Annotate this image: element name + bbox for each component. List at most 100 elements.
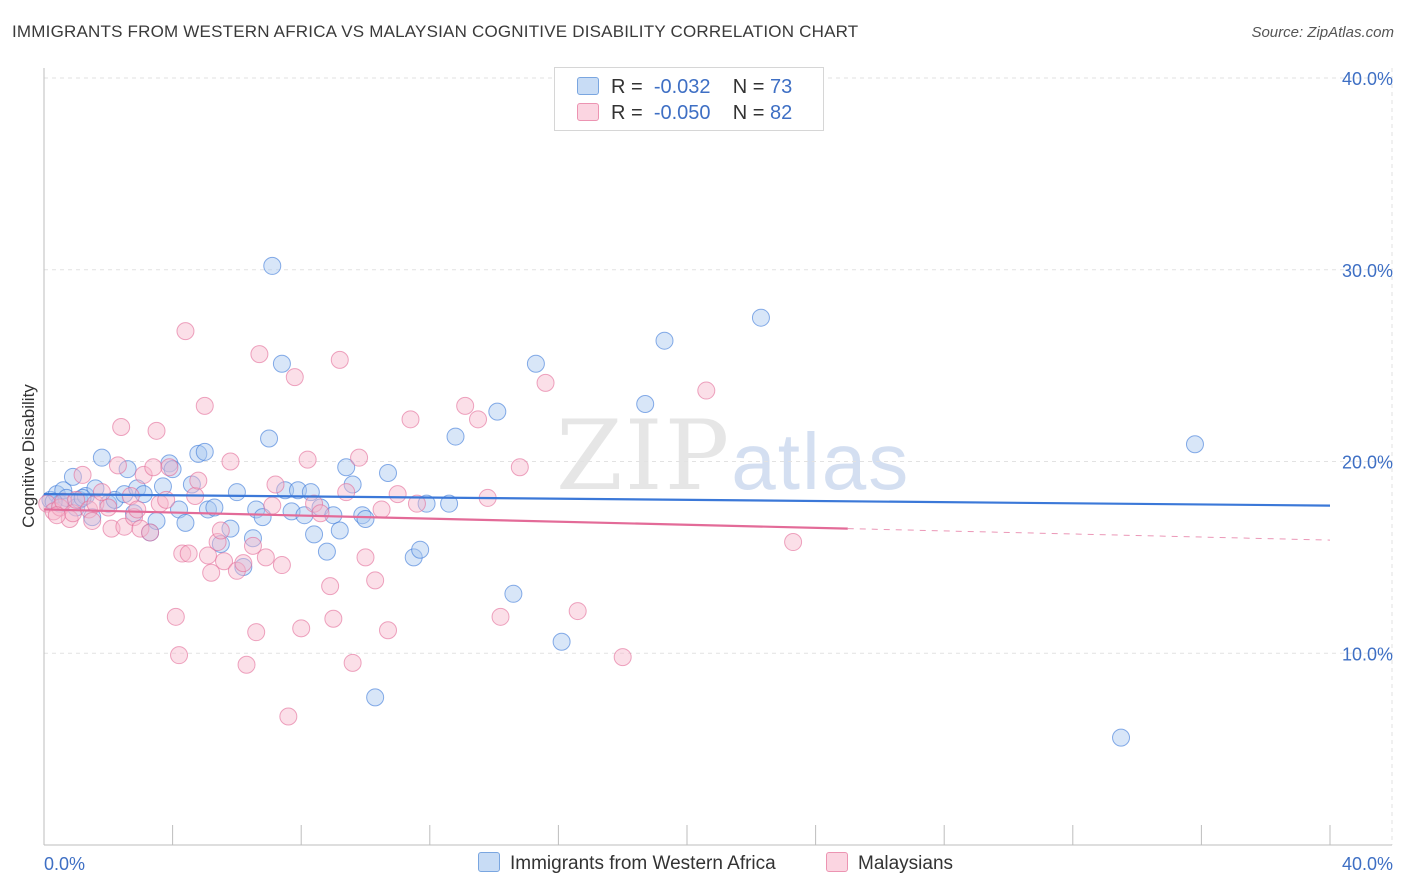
data-point: [157, 490, 176, 509]
data-point: [73, 465, 92, 484]
bottom-legend-swatch-pink: [826, 852, 848, 872]
data-point: [170, 646, 189, 665]
data-point: [366, 571, 385, 590]
source-credit: Source: ZipAtlas.com: [1251, 24, 1394, 41]
grid: [44, 68, 1393, 845]
data-point: [67, 490, 86, 509]
bottom-legend-label: Immigrants from Western Africa: [510, 853, 776, 874]
data-point: [379, 621, 398, 640]
data-point: [250, 345, 269, 364]
data-point: [128, 500, 147, 519]
axes: [43, 68, 1392, 846]
data-point: [256, 548, 275, 567]
data-point: [276, 481, 295, 500]
data-point: [343, 653, 362, 672]
data-point: [446, 427, 465, 446]
data-point: [215, 552, 234, 571]
data-point: [456, 396, 475, 415]
data-point: [227, 483, 246, 502]
data-point: [166, 607, 185, 626]
bottom-legend-swatch-blue: [478, 852, 500, 872]
data-point: [366, 688, 385, 707]
series-malaysians: [38, 322, 803, 726]
y-tick-label: 40.0%: [1342, 69, 1393, 89]
data-point: [272, 354, 291, 373]
trend-lines: [43, 492, 1331, 541]
data-point: [92, 483, 111, 502]
data-point: [305, 525, 324, 544]
data-point: [198, 546, 217, 565]
data-point: [324, 609, 343, 628]
data-point: [697, 381, 716, 400]
y-tick-label: 20.0%: [1342, 453, 1393, 473]
data-point: [195, 396, 214, 415]
data-point: [83, 511, 102, 530]
data-point: [298, 450, 317, 469]
trend-line-extrapolated: [847, 528, 1331, 541]
data-point: [147, 421, 166, 440]
data-point: [211, 534, 230, 553]
legend-row-malaysians: R = -0.050 N = 82: [577, 102, 792, 128]
data-point: [330, 350, 349, 369]
data-point: [221, 452, 240, 471]
y-tick-label: 30.0%: [1342, 261, 1393, 281]
data-point: [305, 494, 324, 513]
data-point: [337, 458, 356, 477]
data-point: [417, 494, 436, 513]
data-point: [407, 494, 426, 513]
data-point: [115, 517, 134, 536]
bottom-legend-malaysians: Malaysians: [826, 852, 953, 875]
data-point: [179, 544, 198, 563]
data-point: [176, 513, 195, 532]
data-point: [263, 256, 282, 275]
data-point: [321, 577, 340, 596]
legend-n-value: 73: [770, 76, 793, 98]
data-point: [272, 556, 291, 575]
legend-swatch-blue: [577, 77, 599, 95]
data-point: [311, 504, 330, 523]
data-point: [247, 623, 266, 642]
data-point: [260, 429, 279, 448]
trend-line: [43, 508, 848, 530]
data-point: [379, 464, 398, 483]
data-point: [263, 496, 282, 515]
data-point: [330, 521, 349, 540]
x-tick-label-min: 0.0%: [44, 854, 85, 874]
legend-n-value: 82: [770, 102, 793, 124]
data-point: [189, 444, 208, 463]
data-point: [388, 485, 407, 504]
chart-title: IMMIGRANTS FROM WESTERN AFRICA VS MALAYS…: [12, 22, 859, 41]
data-point: [92, 448, 111, 467]
data-point: [205, 498, 224, 517]
y-tick-label: 10.0%: [1342, 644, 1393, 664]
legend-n-label: N =: [732, 102, 765, 124]
data-point: [440, 494, 459, 513]
legend-r-value: -0.032: [653, 76, 711, 98]
data-point: [118, 460, 137, 479]
data-point: [292, 619, 311, 638]
data-point: [568, 602, 587, 621]
data-point: [751, 308, 770, 327]
legend-n-label: N =: [732, 76, 765, 98]
data-point: [189, 471, 208, 490]
data-point: [1112, 728, 1131, 747]
data-point: [356, 548, 375, 567]
data-point: [488, 402, 507, 421]
data-point: [337, 483, 356, 502]
data-point: [253, 508, 272, 527]
data-point: [208, 533, 227, 552]
data-point: [356, 510, 375, 529]
data-point: [227, 561, 246, 580]
data-point: [176, 322, 195, 341]
data-point: [144, 458, 163, 477]
data-point: [237, 655, 256, 674]
data-point: [636, 394, 655, 413]
data-point: [131, 519, 150, 538]
bottom-legend-label: Malaysians: [858, 853, 954, 874]
data-point: [266, 475, 285, 494]
data-point: [234, 554, 253, 573]
legend-r-label: R =: [611, 102, 643, 124]
data-point: [108, 456, 127, 475]
data-point: [536, 373, 555, 392]
data-point: [134, 465, 153, 484]
